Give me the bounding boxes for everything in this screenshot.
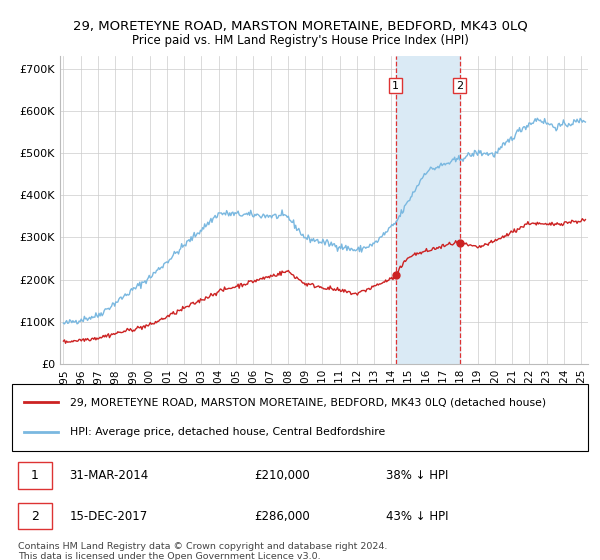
Text: £286,000: £286,000: [254, 510, 310, 522]
Bar: [395, 56, 460, 364]
Text: Price paid vs. HM Land Registry's House Price Index (HPI): Price paid vs. HM Land Registry's House …: [131, 34, 469, 46]
Text: 1: 1: [31, 469, 39, 482]
Text: 15-DEC-2017: 15-DEC-2017: [70, 510, 148, 522]
Text: HPI: Average price, detached house, Central Bedfordshire: HPI: Average price, detached house, Cent…: [70, 427, 385, 437]
Text: 43% ↓ HPI: 43% ↓ HPI: [386, 510, 449, 522]
Text: 29, MORETEYNE ROAD, MARSTON MORETAINE, BEDFORD, MK43 0LQ: 29, MORETEYNE ROAD, MARSTON MORETAINE, B…: [73, 20, 527, 32]
Text: 31-MAR-2014: 31-MAR-2014: [70, 469, 149, 482]
Text: 29, MORETEYNE ROAD, MARSTON MORETAINE, BEDFORD, MK43 0LQ (detached house): 29, MORETEYNE ROAD, MARSTON MORETAINE, B…: [70, 398, 546, 408]
Text: 1: 1: [392, 81, 399, 91]
Text: 2: 2: [456, 81, 463, 91]
Text: Contains HM Land Registry data © Crown copyright and database right 2024.
This d: Contains HM Land Registry data © Crown c…: [18, 542, 388, 560]
Bar: [18, 462, 52, 489]
Text: 2: 2: [31, 510, 39, 522]
Text: £210,000: £210,000: [254, 469, 310, 482]
Bar: [18, 503, 52, 530]
Text: 38% ↓ HPI: 38% ↓ HPI: [386, 469, 449, 482]
